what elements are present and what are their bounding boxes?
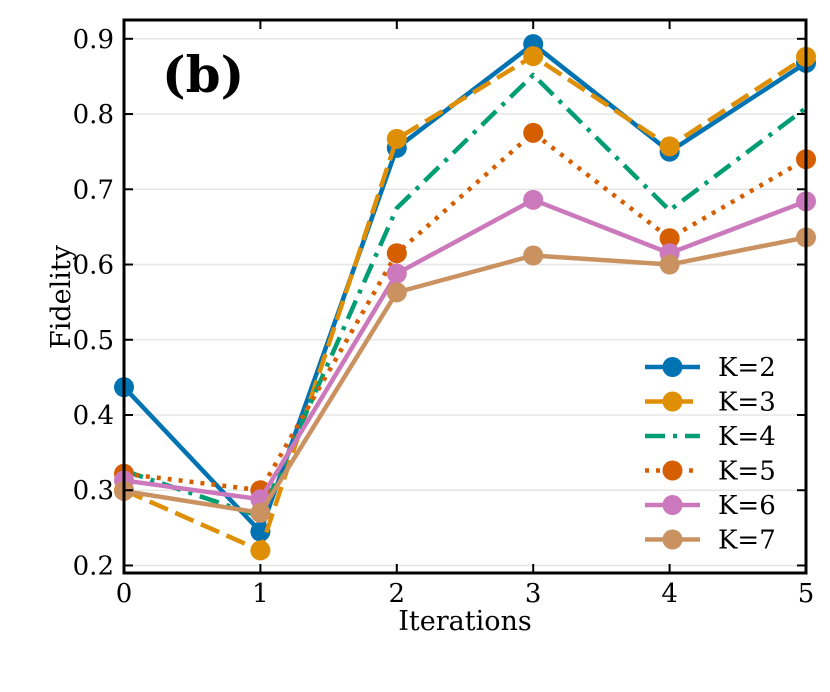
data-point — [523, 189, 544, 210]
legend-marker — [662, 357, 683, 377]
x-tick-label: 5 — [798, 579, 815, 609]
legend-label: K=4 — [718, 422, 776, 452]
data-point — [523, 46, 544, 67]
axes-frame — [122, 18, 808, 575]
data-point — [523, 122, 544, 143]
series-k4 — [123, 72, 808, 519]
y-tick-label: 0.8 — [73, 100, 114, 130]
x-tick-label: 2 — [389, 579, 406, 609]
y-tick-label: 0.6 — [73, 251, 114, 281]
legend-entry: K=6 — [645, 491, 776, 521]
legend-marker — [662, 391, 683, 412]
x-tick-label: 1 — [252, 579, 269, 609]
legend-marker — [662, 495, 683, 515]
legend-entry: K=5 — [645, 457, 776, 487]
legend-marker — [662, 460, 683, 481]
x-tick-label: 0 — [116, 579, 133, 609]
series-layer — [114, 34, 816, 561]
series-k5 — [114, 122, 816, 501]
series-line — [123, 130, 808, 493]
legend-entry: K=7 — [645, 526, 776, 556]
data-point — [523, 245, 544, 266]
series-line — [123, 53, 808, 553]
y-tick-label: 0.3 — [73, 476, 114, 506]
axis-ticks: 0 1 2 3 4 5 0.2 0.3 0.4 0.5 0.6 0.7 0.8 0.9 — [73, 20, 815, 609]
data-point — [250, 502, 271, 523]
legend-label: K=3 — [718, 388, 776, 418]
data-point — [386, 243, 407, 264]
y-tick-label: 0.2 — [73, 551, 114, 581]
legend-label: K=2 — [718, 353, 776, 383]
data-point — [659, 228, 680, 249]
y-axis-label: Fidelity — [46, 244, 77, 349]
series-line — [123, 72, 808, 519]
y-tick-label: 0.9 — [73, 25, 114, 55]
legend-marker — [662, 529, 683, 550]
data-point — [386, 282, 407, 303]
y-tick-label: 0.7 — [73, 175, 114, 205]
x-tick-label: 4 — [661, 579, 678, 609]
y-tick-label: 0.4 — [73, 401, 114, 431]
x-axis-label: Iterations — [398, 606, 531, 637]
grid-lines — [124, 38, 806, 567]
series-k2 — [114, 34, 816, 542]
series-line — [123, 235, 807, 516]
legend-label: K=7 — [718, 526, 776, 556]
data-point — [659, 254, 680, 275]
x-tick-label: 3 — [525, 579, 542, 609]
data-point — [659, 136, 680, 157]
series-k7 — [114, 227, 816, 523]
series-line — [122, 41, 808, 534]
data-point — [386, 263, 407, 284]
data-point — [250, 521, 271, 542]
legend-entry: K=4 — [645, 422, 776, 452]
y-tick-label: 0.5 — [73, 326, 114, 356]
series-line — [123, 197, 807, 502]
legend: K=2 K=3 K=4 K=5 K=6 K=7 — [645, 353, 776, 556]
data-point — [250, 540, 271, 561]
panel-label: (b) — [162, 45, 244, 104]
legend-entry: K=2 — [645, 353, 776, 383]
legend-label: K=5 — [718, 457, 776, 487]
series-k6 — [114, 189, 816, 510]
legend-label: K=6 — [718, 491, 776, 521]
data-point — [386, 128, 407, 149]
legend-entry: K=3 — [645, 388, 776, 418]
